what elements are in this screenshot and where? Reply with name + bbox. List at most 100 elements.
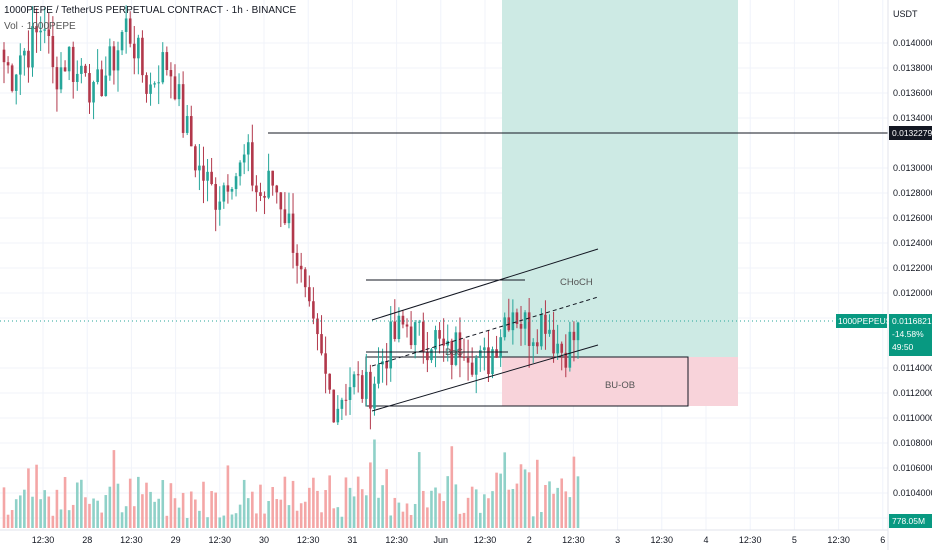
candle-body bbox=[210, 171, 213, 185]
candle-body bbox=[47, 29, 51, 37]
volume-bar bbox=[259, 484, 262, 528]
volume-bar bbox=[535, 459, 539, 528]
price-tick-label: 0.0104000 bbox=[893, 488, 932, 498]
volume-bar bbox=[401, 511, 405, 528]
volume-bar bbox=[51, 515, 55, 528]
candle-body bbox=[434, 330, 437, 350]
candle-body bbox=[291, 213, 295, 253]
svg-text:778.05M: 778.05M bbox=[892, 516, 925, 526]
candle-body bbox=[527, 312, 531, 346]
volume-bar bbox=[405, 503, 409, 528]
volume-bar bbox=[173, 498, 177, 528]
candle-body bbox=[275, 185, 279, 193]
candle-body bbox=[499, 337, 502, 358]
volume-bar bbox=[71, 504, 75, 528]
volume-bar bbox=[340, 516, 344, 528]
volume-bar bbox=[352, 496, 356, 528]
candle-body bbox=[145, 75, 148, 94]
level-tag: 0.0132279 bbox=[889, 126, 932, 140]
candle-body bbox=[438, 330, 441, 339]
candle-body bbox=[401, 315, 405, 325]
volume-bar bbox=[27, 468, 30, 528]
volume-bar bbox=[523, 469, 527, 528]
time-tick-label: 5 bbox=[792, 535, 797, 545]
candle-body bbox=[92, 82, 95, 103]
candle-body bbox=[430, 349, 433, 361]
candle-body bbox=[442, 338, 445, 346]
time-tick-label: Jun bbox=[434, 535, 449, 545]
price-tick-label: 0.0136000 bbox=[893, 88, 932, 98]
volume-bar bbox=[112, 450, 116, 528]
candle-body bbox=[320, 334, 323, 354]
volume-bar bbox=[552, 493, 555, 528]
volume-bar bbox=[92, 498, 95, 528]
volume-bar bbox=[283, 476, 287, 528]
candle-body bbox=[332, 389, 336, 423]
volume-bar bbox=[14, 499, 18, 528]
volume-bar bbox=[295, 510, 299, 528]
candle-body bbox=[544, 314, 547, 334]
candle-body bbox=[393, 321, 397, 340]
volume-bar bbox=[145, 482, 148, 528]
volume-bar bbox=[417, 452, 421, 528]
volume-bar bbox=[43, 490, 47, 528]
volume-bar bbox=[23, 489, 26, 528]
price-tick-label: 0.0120000 bbox=[893, 288, 932, 298]
channel-upper bbox=[371, 248, 599, 321]
candle-body bbox=[397, 315, 401, 340]
candle-body bbox=[39, 30, 42, 33]
volume-bar bbox=[116, 483, 120, 528]
volume-bar bbox=[279, 499, 283, 528]
volume-bar bbox=[230, 514, 234, 528]
time-tick-label: 4 bbox=[703, 535, 708, 545]
candle-body bbox=[470, 362, 474, 375]
time-axis[interactable]: 12:30 28 12:30 29 12:30 30 12:30 31 12:30 Jun 12:3… bbox=[0, 529, 888, 545]
volume-bar bbox=[275, 499, 279, 528]
volume-bar bbox=[287, 505, 291, 528]
candle-body bbox=[385, 361, 388, 369]
svg-text:49:50: 49:50 bbox=[892, 342, 914, 352]
volume-bar bbox=[446, 476, 450, 528]
candle-body bbox=[128, 18, 132, 44]
volume-bar bbox=[153, 501, 156, 528]
candle-body bbox=[413, 322, 417, 346]
candle-body bbox=[137, 37, 140, 59]
candle-body bbox=[120, 31, 124, 51]
candle-body bbox=[165, 52, 169, 71]
candle-body bbox=[27, 50, 30, 68]
candle-body bbox=[230, 189, 234, 192]
candle-body bbox=[14, 74, 18, 91]
candle-body bbox=[535, 342, 539, 347]
volume-bar bbox=[474, 489, 478, 528]
volume-bar bbox=[544, 484, 547, 528]
candle-body bbox=[450, 340, 454, 365]
candle-body bbox=[218, 201, 222, 210]
price-tick-label: 0.0114000 bbox=[893, 363, 932, 373]
time-tick-label: 12:30 bbox=[562, 535, 585, 545]
volume-bar bbox=[6, 514, 10, 528]
volume-bar bbox=[389, 515, 393, 528]
candle-body bbox=[10, 65, 14, 91]
volume-bar bbox=[320, 512, 323, 528]
volume-bar bbox=[84, 497, 87, 528]
volume-bar bbox=[132, 506, 136, 528]
candle-body bbox=[214, 184, 217, 210]
volume-bar bbox=[462, 512, 466, 528]
volume-bar bbox=[511, 489, 515, 528]
volume-bars bbox=[2, 439, 580, 528]
volume-bar bbox=[531, 516, 535, 528]
volume-bar bbox=[2, 487, 6, 528]
price-axis[interactable]: USDT 0.0140000 0.0138000 0.0136000 0.013400… bbox=[887, 0, 932, 550]
chart-title: 1000PEPE / TetherUS PERPETUAL CONTRACT ·… bbox=[4, 5, 297, 16]
time-tick-label: 31 bbox=[347, 535, 357, 545]
channel-lower bbox=[371, 344, 599, 412]
svg-text:1000PEPEUSDT.P: 1000PEPEUSDT.P bbox=[838, 316, 910, 326]
volume-bar bbox=[185, 517, 189, 528]
price-tick-label: 0.0112000 bbox=[893, 388, 932, 398]
candle-body bbox=[108, 46, 112, 76]
volume-bar bbox=[202, 481, 205, 528]
candle-body bbox=[84, 65, 87, 74]
volume-bar bbox=[360, 489, 364, 528]
svg-text:0.0116821: 0.0116821 bbox=[892, 316, 932, 326]
